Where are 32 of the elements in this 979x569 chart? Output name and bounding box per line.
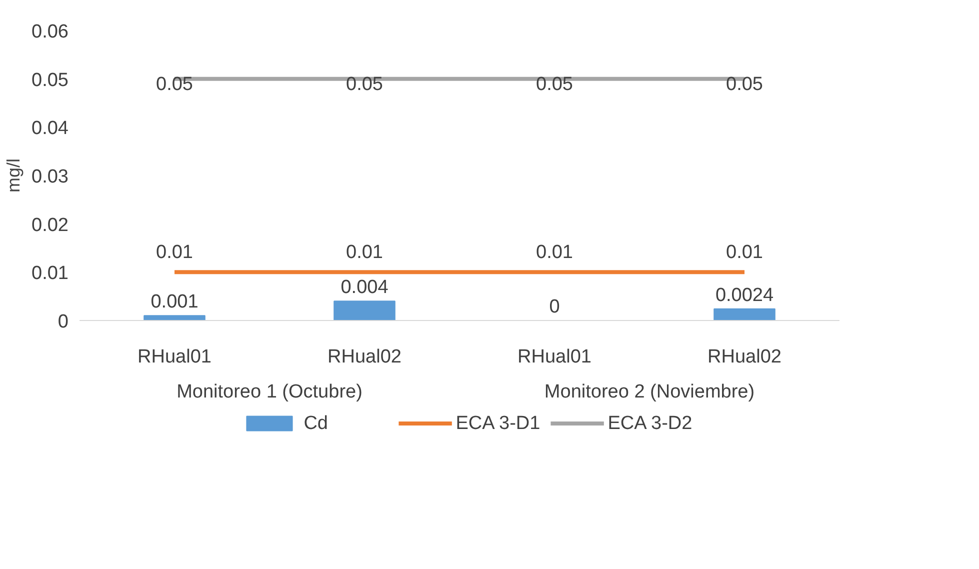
- data-label: 0: [549, 296, 560, 318]
- data-label: 0.01: [156, 242, 193, 264]
- bar: [334, 300, 396, 320]
- x-tick-label: RHual02: [708, 346, 782, 368]
- data-label: 0.05: [536, 74, 573, 95]
- data-label: 0.01: [536, 242, 573, 264]
- x-tick-label: RHual02: [328, 346, 402, 368]
- data-label: 0.05: [156, 74, 193, 95]
- data-label: 0.01: [726, 242, 763, 264]
- y-tick-label: 0.05: [32, 70, 69, 91]
- data-label: 0.001: [150, 292, 198, 313]
- data-label: 0.05: [346, 74, 383, 95]
- bar: [714, 308, 776, 320]
- y-tick-label: 0.02: [32, 214, 69, 236]
- y-tick-label: 0.01: [32, 263, 69, 284]
- data-label: 0.0024: [715, 284, 774, 306]
- y-tick-label: 0.06: [32, 22, 69, 42]
- legend-label: ECA 3-D2: [608, 413, 692, 434]
- bar: [144, 315, 206, 320]
- legend-label: ECA 3-D1: [456, 413, 540, 434]
- y-tick-label: 0.04: [32, 118, 69, 140]
- text: Monitoreo 2 (Noviembre): [544, 382, 755, 402]
- data-label: 0.01: [346, 242, 383, 264]
- y-tick-label: 0.03: [32, 166, 69, 188]
- data-label: 0.004: [340, 277, 389, 298]
- y-axis-title: mg/l: [4, 158, 24, 192]
- y-tick-label: 0: [58, 312, 69, 332]
- x-tick-label: RHual01: [138, 346, 212, 368]
- text: Monitoreo 1 (Octubre): [176, 382, 362, 402]
- legend-label: Cd: [304, 413, 328, 434]
- data-label: 0.05: [726, 74, 763, 95]
- x-tick-label: RHual01: [518, 346, 592, 368]
